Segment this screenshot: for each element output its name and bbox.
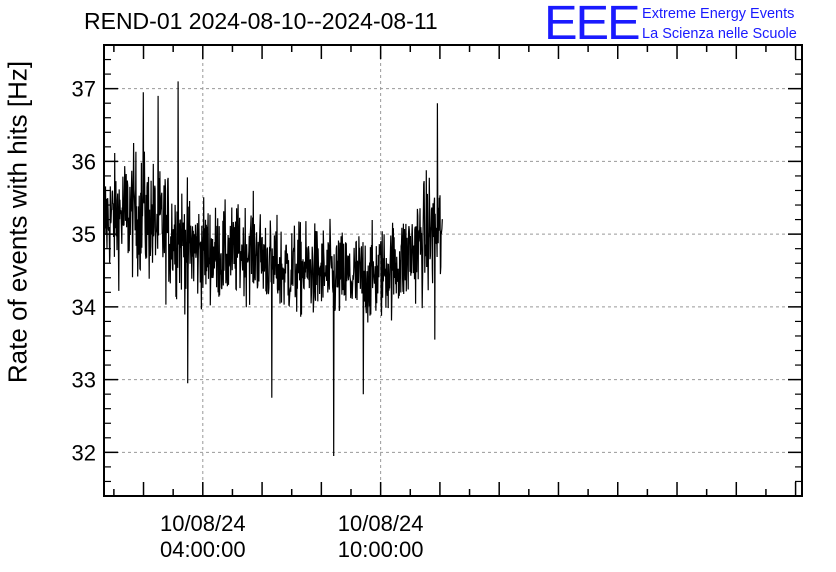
x-tick-date-label: 10/08/24 [338, 511, 424, 536]
y-tick-label: 35 [72, 222, 96, 247]
y-tick-label: 37 [72, 77, 96, 102]
x-tick-time-label: 10:00:00 [338, 537, 424, 562]
x-tick-date-label: 10/08/24 [160, 511, 246, 536]
y-tick-label: 34 [72, 295, 96, 320]
series-layer [104, 81, 442, 456]
y-tick-label: 33 [72, 368, 96, 393]
x-tick-time-label: 04:00:00 [160, 537, 246, 562]
series-line [104, 81, 442, 456]
tick-labels: 32333435363710/08/2404:00:0010/08/2410:0… [72, 77, 424, 562]
y-tick-label: 32 [72, 440, 96, 465]
y-tick-label: 36 [72, 149, 96, 174]
